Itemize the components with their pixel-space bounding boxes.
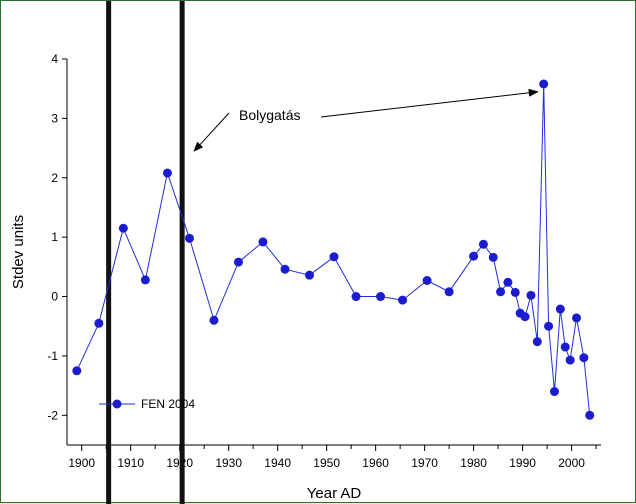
data-point bbox=[539, 79, 549, 89]
data-point bbox=[444, 287, 454, 297]
annotation-label: Bolygatás bbox=[239, 107, 300, 123]
data-point bbox=[162, 168, 172, 178]
disturbance-lines bbox=[106, 1, 185, 504]
data-point bbox=[398, 295, 408, 305]
y-tick-label: 3 bbox=[51, 111, 58, 125]
x-tick-label: 1930 bbox=[215, 456, 242, 470]
x-tick-label: 1900 bbox=[68, 456, 95, 470]
x-tick-label: 1940 bbox=[264, 456, 291, 470]
data-point bbox=[565, 355, 575, 365]
annotation-arrows bbox=[193, 88, 539, 152]
data-point bbox=[579, 353, 589, 363]
y-tick-label: 0 bbox=[51, 290, 58, 304]
legend: FEN 2004 bbox=[99, 397, 195, 411]
data-point bbox=[510, 287, 520, 297]
data-point bbox=[118, 223, 128, 233]
legend-label: FEN 2004 bbox=[141, 397, 195, 411]
x-tick-label: 1990 bbox=[509, 456, 536, 470]
data-point bbox=[376, 292, 386, 302]
y-tick-label: 1 bbox=[51, 230, 58, 244]
legend-marker bbox=[112, 399, 122, 409]
data-point bbox=[469, 251, 479, 261]
data-point bbox=[280, 264, 290, 274]
y-ticks: -2 -1 0 1 2 3 4 bbox=[47, 52, 67, 422]
data-point bbox=[329, 252, 339, 262]
data-point bbox=[488, 252, 498, 262]
data-point bbox=[496, 287, 506, 297]
data-point bbox=[140, 275, 150, 285]
annotation-arrow-left bbox=[193, 112, 230, 152]
data-point bbox=[544, 321, 554, 331]
data-point bbox=[305, 270, 315, 280]
x-tick-label: 1960 bbox=[362, 456, 389, 470]
data-point bbox=[532, 337, 542, 347]
y-tick-label: -1 bbox=[47, 349, 58, 363]
y-tick-label: -2 bbox=[47, 408, 58, 422]
data-point bbox=[572, 313, 582, 323]
data-point bbox=[422, 276, 432, 286]
y-tick-label: 4 bbox=[51, 52, 58, 66]
data-point bbox=[585, 410, 595, 420]
series-points bbox=[72, 79, 595, 420]
data-point bbox=[209, 315, 219, 325]
data-point bbox=[258, 237, 268, 247]
series-line-fen-2004 bbox=[76, 83, 591, 416]
x-tick-label: 2000 bbox=[558, 456, 585, 470]
data-point bbox=[549, 387, 559, 397]
x-axis-title: Year AD bbox=[307, 485, 362, 502]
x-ticks: 1900191019201930194019501960197019801990… bbox=[68, 445, 597, 470]
y-tick-label: 2 bbox=[51, 171, 58, 185]
data-point bbox=[184, 233, 194, 243]
data-point bbox=[503, 277, 513, 287]
x-tick-label: 1970 bbox=[411, 456, 438, 470]
data-point bbox=[520, 312, 530, 322]
data-point bbox=[233, 257, 243, 267]
data-point bbox=[72, 366, 82, 376]
data-point bbox=[560, 342, 570, 352]
x-tick-label: 1950 bbox=[313, 456, 340, 470]
annotation-arrow-right bbox=[320, 88, 539, 118]
x-tick-label: 1980 bbox=[460, 456, 487, 470]
data-point bbox=[478, 239, 488, 249]
y-axis-title: Stdev units bbox=[10, 215, 27, 289]
data-point bbox=[94, 318, 104, 328]
x-tick-label: 1910 bbox=[117, 456, 144, 470]
data-point bbox=[555, 304, 565, 314]
data-point bbox=[351, 292, 361, 302]
data-point bbox=[526, 290, 536, 300]
